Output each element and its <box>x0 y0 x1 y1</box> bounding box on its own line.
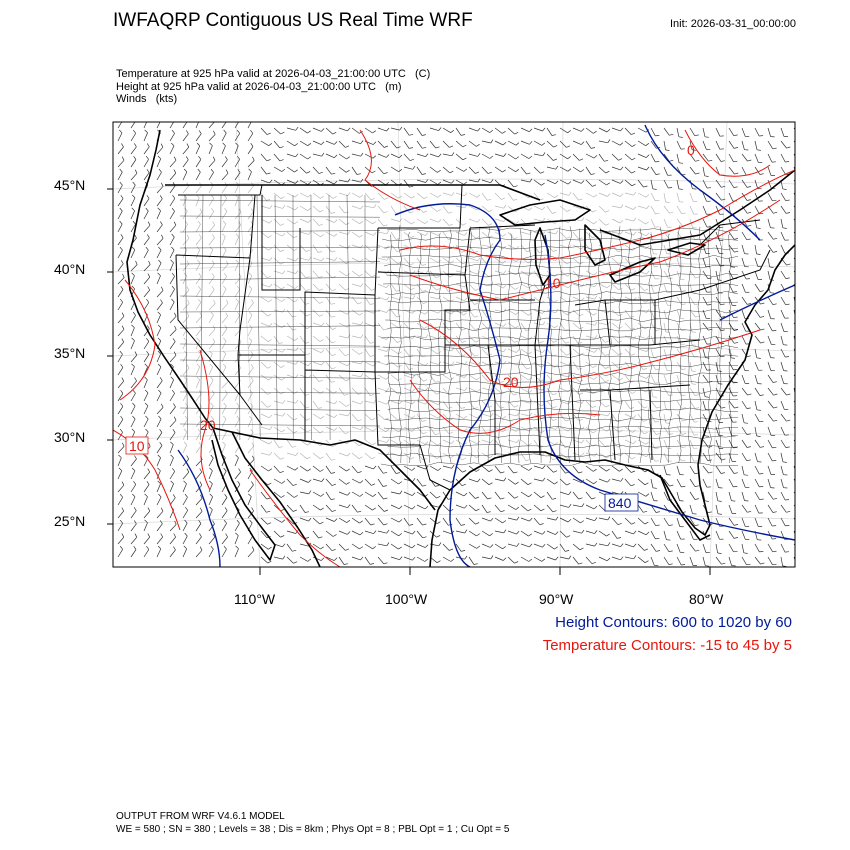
atlantic-coast <box>697 244 795 466</box>
height-field-label: Height at 925 hPa valid at 2026-04-03_21… <box>116 80 402 93</box>
mexico-west-coast <box>231 431 321 567</box>
lon-label-100w: 100°W <box>385 591 428 607</box>
temp-contour-label-0: 0 <box>687 142 695 158</box>
baja-california <box>211 427 276 561</box>
mexico-border <box>212 427 436 511</box>
footer-model: OUTPUT FROM WRF V4.6.1 MODEL <box>116 811 285 822</box>
lat-label-25: 25°N <box>54 513 86 529</box>
height-contours <box>177 124 795 567</box>
gulf-coast <box>429 451 711 567</box>
temp-contour-label-10b: 10 <box>545 275 561 291</box>
temperature-contours <box>113 129 795 567</box>
temperature-field-label: Temperature at 925 hPa valid at 2026-04-… <box>116 68 431 80</box>
winds-field-label: Winds (kts) <box>116 93 178 105</box>
lake-superior <box>499 199 591 226</box>
county-boundaries <box>179 194 739 467</box>
lake-huron <box>584 224 606 266</box>
lat-label-30: 30°N <box>54 429 86 445</box>
axis-ticks <box>107 188 711 575</box>
lon-label-110w: 110°W <box>234 591 276 607</box>
temp-contour-label-10: 10 <box>129 438 145 454</box>
lat-label-45: 45°N <box>54 177 86 193</box>
init-time: Init: 2026-03-31_00:00:00 <box>670 18 796 30</box>
height-contour-label: 840 <box>608 495 632 511</box>
temp-contour-label-20a: 20 <box>200 417 216 433</box>
temp-contour-label-20b: 20 <box>503 374 519 390</box>
canada-border <box>165 169 795 246</box>
chart-title: IWFAQRP Contiguous US Real Time WRF <box>113 10 473 31</box>
lon-label-90w: 90°W <box>539 591 574 607</box>
temperature-contour-legend: Temperature Contours: -15 to 45 by 5 <box>542 637 792 654</box>
map-frame <box>112 121 796 568</box>
lon-label-80w: 80°W <box>689 591 724 607</box>
contour-labels: 840 10 20 20 10 0 <box>125 142 695 512</box>
lat-label-35: 35°N <box>54 345 86 361</box>
florida <box>659 474 711 541</box>
field-descriptions: Temperature at 925 hPa valid at 2026-04-… <box>116 68 430 106</box>
height-contour-legend: Height Contours: 600 to 1020 by 60 <box>555 614 792 631</box>
coastline-and-borders <box>126 129 795 567</box>
footer-params: WE = 580 ; SN = 380 ; Levels = 38 ; Dis … <box>116 824 510 835</box>
pacific-coast <box>126 129 214 429</box>
state-boundaries <box>175 184 771 491</box>
lake-erie <box>609 257 656 283</box>
lat-label-40: 40°N <box>54 261 86 277</box>
